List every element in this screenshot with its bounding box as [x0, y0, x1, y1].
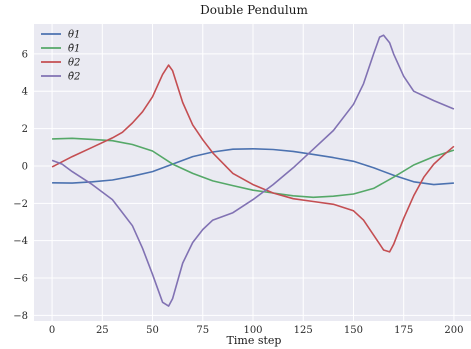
legend-label-4: θ̇2 [68, 72, 80, 83]
legend-label-3: θ2 [68, 58, 80, 69]
x-tick-label: 75 [196, 325, 209, 336]
series-line-4 [51, 34, 455, 307]
x-tick-label: 150 [344, 325, 363, 336]
x-axis-label: Time step [227, 334, 282, 347]
x-tick-label: 25 [96, 325, 109, 336]
series-line-2 [52, 137, 455, 199]
legend: θ1 θ̇1 θ2 θ̇2 [41, 30, 80, 83]
x-tick-label: 50 [146, 325, 159, 336]
y-ticks: −8 −6 −4 −2 0 2 4 6 [13, 49, 28, 322]
y-tick-label: 0 [22, 161, 28, 172]
y-tick-label: −6 [13, 274, 28, 285]
y-tick-label: −8 [13, 311, 28, 322]
series-group [51, 34, 455, 307]
legend-label-2: θ̇1 [68, 44, 80, 55]
y-tick-label: −2 [13, 199, 28, 210]
x-tick-label: 200 [444, 325, 463, 336]
chart-title: Double Pendulum [200, 3, 308, 17]
x-ticks: 0 25 50 75 100 125 150 175 200 [49, 325, 464, 336]
y-tick-label: 4 [22, 87, 28, 98]
grid [34, 24, 471, 321]
x-tick-label: 175 [394, 325, 413, 336]
x-tick-label: 125 [294, 325, 313, 336]
legend-label-1: θ1 [68, 30, 80, 41]
y-tick-label: −4 [13, 236, 28, 247]
x-tick-label: 100 [243, 325, 262, 336]
series-line-3 [51, 64, 455, 253]
y-tick-label: 2 [22, 124, 28, 135]
series-line-1 [52, 148, 454, 186]
x-tick-label: 0 [49, 325, 55, 336]
y-tick-label: 6 [22, 49, 28, 60]
